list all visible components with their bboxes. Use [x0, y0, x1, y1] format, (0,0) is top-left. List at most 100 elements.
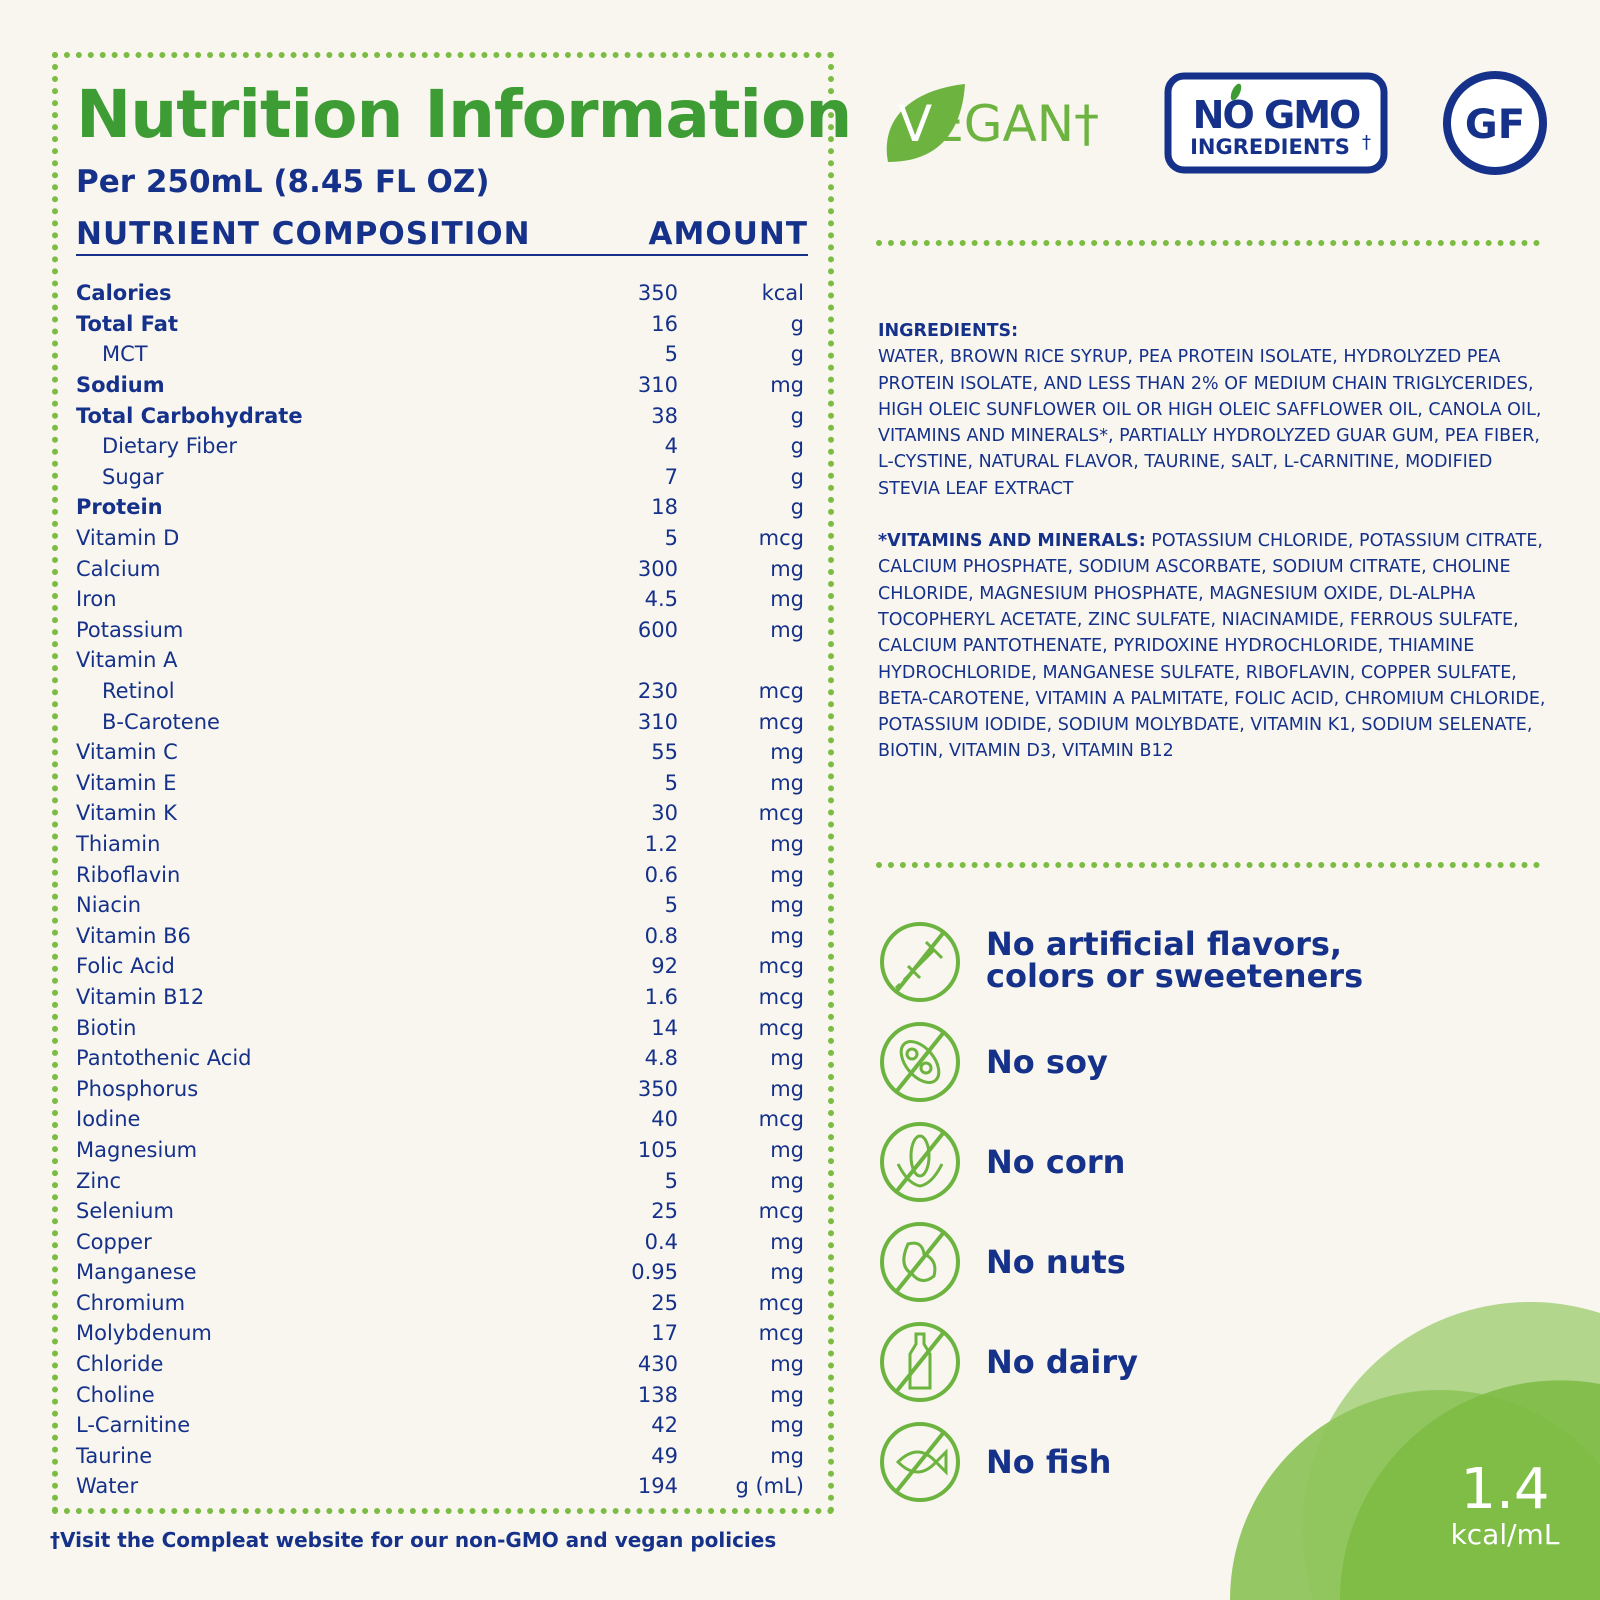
nutrient-name: Total Carbohydrate — [76, 403, 303, 428]
table-row: Molybdenum 17 mcg — [76, 1318, 804, 1349]
leaf-icon — [886, 84, 965, 162]
svg-text:GF: GF — [1465, 102, 1525, 148]
nutrient-value: 430 — [637, 1352, 678, 1377]
svg-text:NO GMO: NO GMO — [1193, 93, 1360, 137]
nutrient-unit: mg — [770, 1382, 804, 1407]
nutrient-unit: g (mL) — [735, 1474, 804, 1499]
density-unit: kcal/mL — [1450, 1518, 1560, 1551]
nutrient-name: Manganese — [76, 1260, 197, 1285]
nutrient-unit: mg — [770, 770, 804, 795]
svg-text:†: † — [1362, 132, 1371, 153]
nutrient-unit: mg — [770, 373, 804, 398]
claim-line: No corn — [986, 1143, 1126, 1181]
table-row: Magnesium 105 mg — [76, 1135, 804, 1166]
non-gmo-logo: NO GMO INGREDIENTS † — [1164, 72, 1388, 174]
vegan-logo-text: VEGAN† — [898, 95, 1100, 153]
nutrient-value: 5 — [664, 1168, 678, 1193]
claim-text: No soy — [986, 1046, 1108, 1078]
nutrient-value: 0.6 — [644, 862, 678, 887]
no-dairy-icon — [880, 1322, 960, 1402]
nutrient-unit: mcg — [758, 1107, 804, 1132]
table-row: Riboflavin 0.6 mg — [76, 859, 804, 890]
claim-line: No nuts — [986, 1243, 1126, 1281]
svg-text:INGREDIENTS: INGREDIENTS — [1190, 135, 1350, 159]
nutrient-name: Taurine — [76, 1443, 153, 1468]
claim-line: No dairy — [986, 1343, 1139, 1381]
nutrient-name: Biotin — [76, 1015, 137, 1040]
table-row: Chloride 430 mg — [76, 1349, 804, 1380]
nutrient-unit: mcg — [758, 984, 804, 1009]
nutrient-unit: mg — [770, 1260, 804, 1285]
nutrient-value: 55 — [651, 740, 678, 765]
nutrient-unit: mcg — [758, 801, 804, 826]
nutrient-unit: mcg — [758, 1199, 804, 1224]
vitamins-minerals: *VITAMINS AND MINERALS: POTASSIUM CHLORI… — [878, 528, 1558, 765]
nutrient-name: Choline — [76, 1382, 155, 1407]
nutrient-name: Molybdenum — [76, 1321, 212, 1346]
nutrient-value: 18 — [651, 495, 678, 520]
nutrient-unit: g — [790, 495, 804, 520]
nutrient-name: Selenium — [76, 1199, 174, 1224]
nutrient-value: 5 — [664, 526, 678, 551]
nutrient-name: Vitamin D — [76, 526, 180, 551]
claim-item: No fish — [878, 1420, 1111, 1504]
nutrient-unit: kcal — [761, 281, 804, 306]
nutrient-unit: mg — [770, 1229, 804, 1254]
nutrient-name: Iodine — [76, 1107, 141, 1132]
nutrient-unit: mcg — [758, 1321, 804, 1346]
nutrient-name: Copper — [76, 1229, 152, 1254]
nutrient-unit: mg — [770, 617, 804, 642]
table-row: Iodine 40 mcg — [76, 1104, 804, 1135]
nutrient-value: 0.4 — [644, 1229, 678, 1254]
nutrient-name: Chloride — [76, 1352, 164, 1377]
nutrient-unit: mg — [770, 556, 804, 581]
nutrient-unit: g — [790, 403, 804, 428]
nutrient-unit: mg — [770, 1443, 804, 1468]
nutrient-value: 5 — [664, 893, 678, 918]
claim-item: No artificial flavors, colors or sweetene… — [878, 920, 1363, 1004]
claim-text: No nuts — [986, 1246, 1126, 1278]
table-row: Vitamin C 55 mg — [76, 737, 804, 768]
no-fish-icon — [880, 1422, 960, 1502]
no-corn-icon — [880, 1122, 960, 1202]
nutrient-value: 25 — [651, 1199, 678, 1224]
nutrient-name: B-Carotene — [102, 709, 220, 734]
nutrient-unit: mg — [770, 923, 804, 948]
nutrient-unit: mcg — [758, 954, 804, 979]
nutrient-unit: mg — [770, 893, 804, 918]
nutrient-unit: mg — [770, 1352, 804, 1377]
nutrient-name: L-Carnitine — [76, 1413, 191, 1438]
nutrient-unit: g — [790, 464, 804, 489]
nutrient-unit: mg — [770, 587, 804, 612]
nutrient-name: Sodium — [76, 373, 165, 398]
nutrient-name: Vitamin E — [76, 770, 177, 795]
nutrient-value: 7 — [664, 464, 678, 489]
claim-text: No artificial flavors, colors or sweetene… — [986, 928, 1363, 992]
nutrient-unit: mg — [770, 862, 804, 887]
nutrient-value: 230 — [637, 679, 678, 704]
ingredients-label: INGREDIENTS: — [878, 321, 1019, 341]
table-row: Calcium 300 mg — [76, 553, 804, 584]
table-row: Manganese 0.95 mg — [76, 1257, 804, 1288]
claim-item: No nuts — [878, 1220, 1126, 1304]
decorative-circle — [1340, 1380, 1600, 1600]
nutrient-name: Potassium — [76, 617, 184, 642]
page-title: Nutrition Information — [76, 76, 852, 153]
nutrient-name: Phosphorus — [76, 1076, 199, 1101]
nutrient-name: Iron — [76, 587, 117, 612]
nutrient-value: 350 — [637, 281, 678, 306]
nutrient-value: 40 — [651, 1107, 678, 1132]
table-row: MCT 5 g — [76, 339, 804, 370]
table-row: Copper 0.4 mg — [76, 1226, 804, 1257]
table-row: Potassium 600 mg — [76, 615, 804, 646]
nutrient-unit: mcg — [758, 1290, 804, 1315]
nutrient-value: 14 — [651, 1015, 678, 1040]
table-row: Pantothenic Acid 4.8 mg — [76, 1043, 804, 1074]
nutrient-name: Magnesium — [76, 1137, 198, 1162]
nutrient-unit: mg — [770, 1137, 804, 1162]
table-row: Vitamin A — [76, 645, 804, 676]
nutrient-name: Retinol — [102, 679, 175, 704]
table-row: Thiamin 1.2 mg — [76, 829, 804, 860]
nutrient-name: Chromium — [76, 1290, 186, 1315]
nutrient-unit: mcg — [758, 679, 804, 704]
